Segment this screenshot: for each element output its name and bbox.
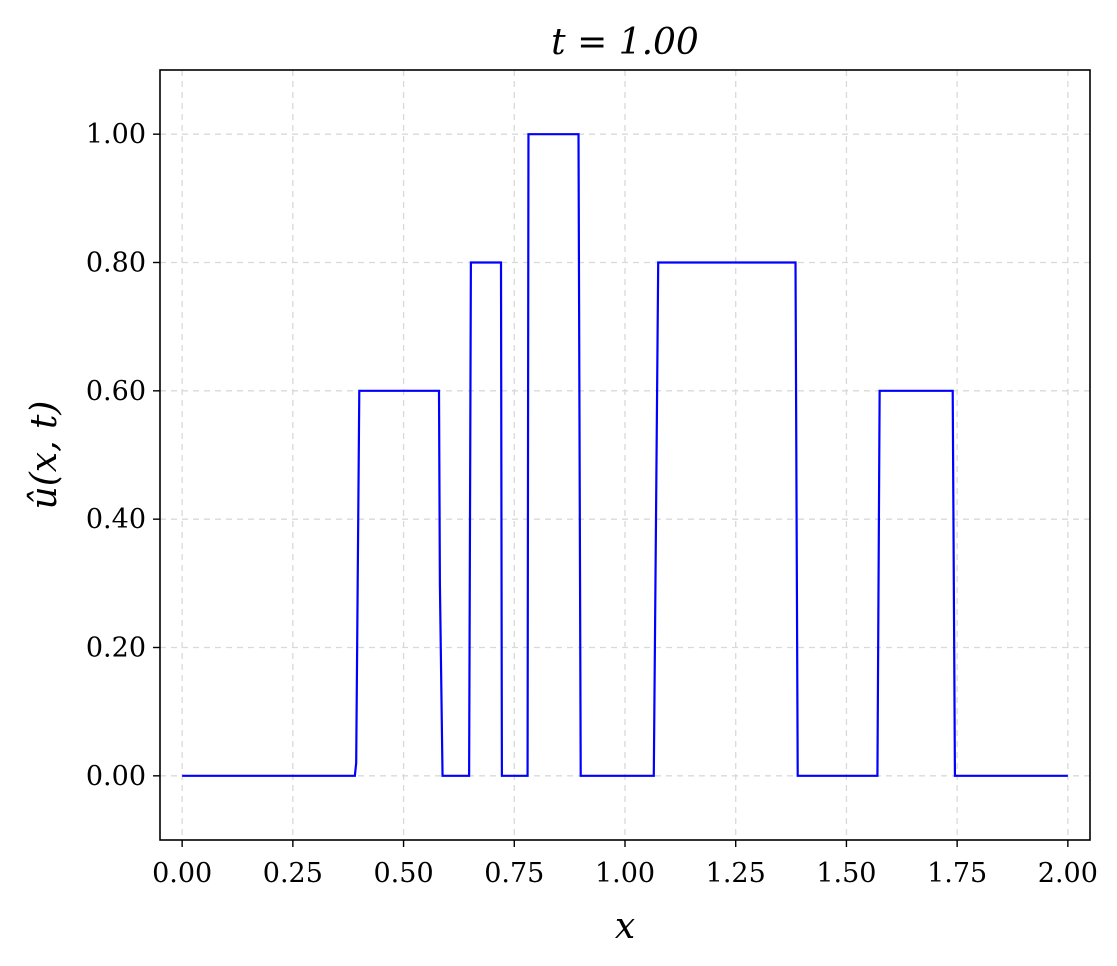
x-tick-label: 1.50 [816,858,876,889]
series-layer [182,133,1068,777]
x-axis-label: x [615,906,635,947]
x-tick-label: 2.00 [1038,858,1098,889]
series-line [182,133,1068,777]
y-tick-label: 1.00 [86,119,146,150]
x-tick-label: 0.50 [374,858,434,889]
chart-title: t = 1.00 [551,22,699,63]
y-tick-label: 0.60 [86,376,146,407]
x-tick-label: 1.00 [595,858,655,889]
y-tick-label: 0.80 [86,248,146,279]
x-tick-label: 0.75 [484,858,544,889]
axis-ticks: 0.00 0.25 0.50 0.75 1.00 1.25 1.50 1.75 2.00 0.00… [86,119,1098,889]
x-tick-label: 0.00 [152,858,212,889]
x-tick-label: 1.75 [927,858,987,889]
y-tick-label: 0.00 [86,761,146,792]
y-tick-label: 0.40 [86,504,146,535]
y-tick-label: 0.20 [86,633,146,664]
x-tick-label: 1.25 [706,858,766,889]
y-axis-label: û(x, t) [24,401,65,510]
x-tick-label: 0.25 [263,858,323,889]
